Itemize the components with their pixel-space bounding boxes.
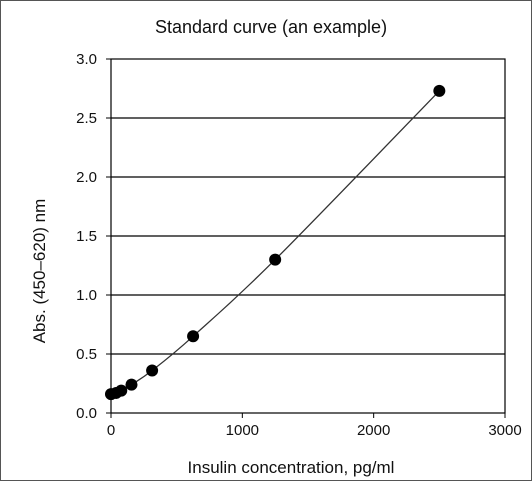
- gridlines: [111, 117, 505, 355]
- data-point: [269, 253, 282, 266]
- data-points: [105, 84, 446, 401]
- y-tick-label: 2.0: [76, 169, 97, 186]
- data-point: [433, 84, 446, 97]
- x-tick-label: 2000: [357, 422, 390, 439]
- standard-curve-line: [110, 90, 440, 395]
- y-tick-label: 0.5: [76, 346, 97, 363]
- data-point: [146, 364, 159, 377]
- y-axis-ticks: 0.0 0.5 1.0 1.5 2.0 2.5 3.0: [76, 51, 111, 422]
- data-point: [115, 384, 128, 397]
- x-tick-label: 1000: [226, 422, 259, 439]
- y-tick-label: 2.5: [76, 110, 97, 127]
- data-point: [187, 330, 200, 343]
- y-axis-label: Abs. (450–620) nm: [30, 199, 49, 344]
- y-tick-label: 1.5: [76, 228, 97, 245]
- data-point: [125, 378, 138, 391]
- x-axis-label: Insulin concentration, pg/ml: [188, 458, 395, 477]
- x-tick-label: 0: [107, 422, 115, 439]
- y-tick-label: 1.0: [76, 287, 97, 304]
- x-tick-label: 3000: [488, 422, 521, 439]
- chart-title: Standard curve (an example): [155, 17, 387, 37]
- y-tick-label: 3.0: [76, 51, 97, 68]
- y-tick-label: 0.0: [76, 405, 97, 422]
- x-axis-ticks: 0 1000 2000 3000: [107, 413, 522, 439]
